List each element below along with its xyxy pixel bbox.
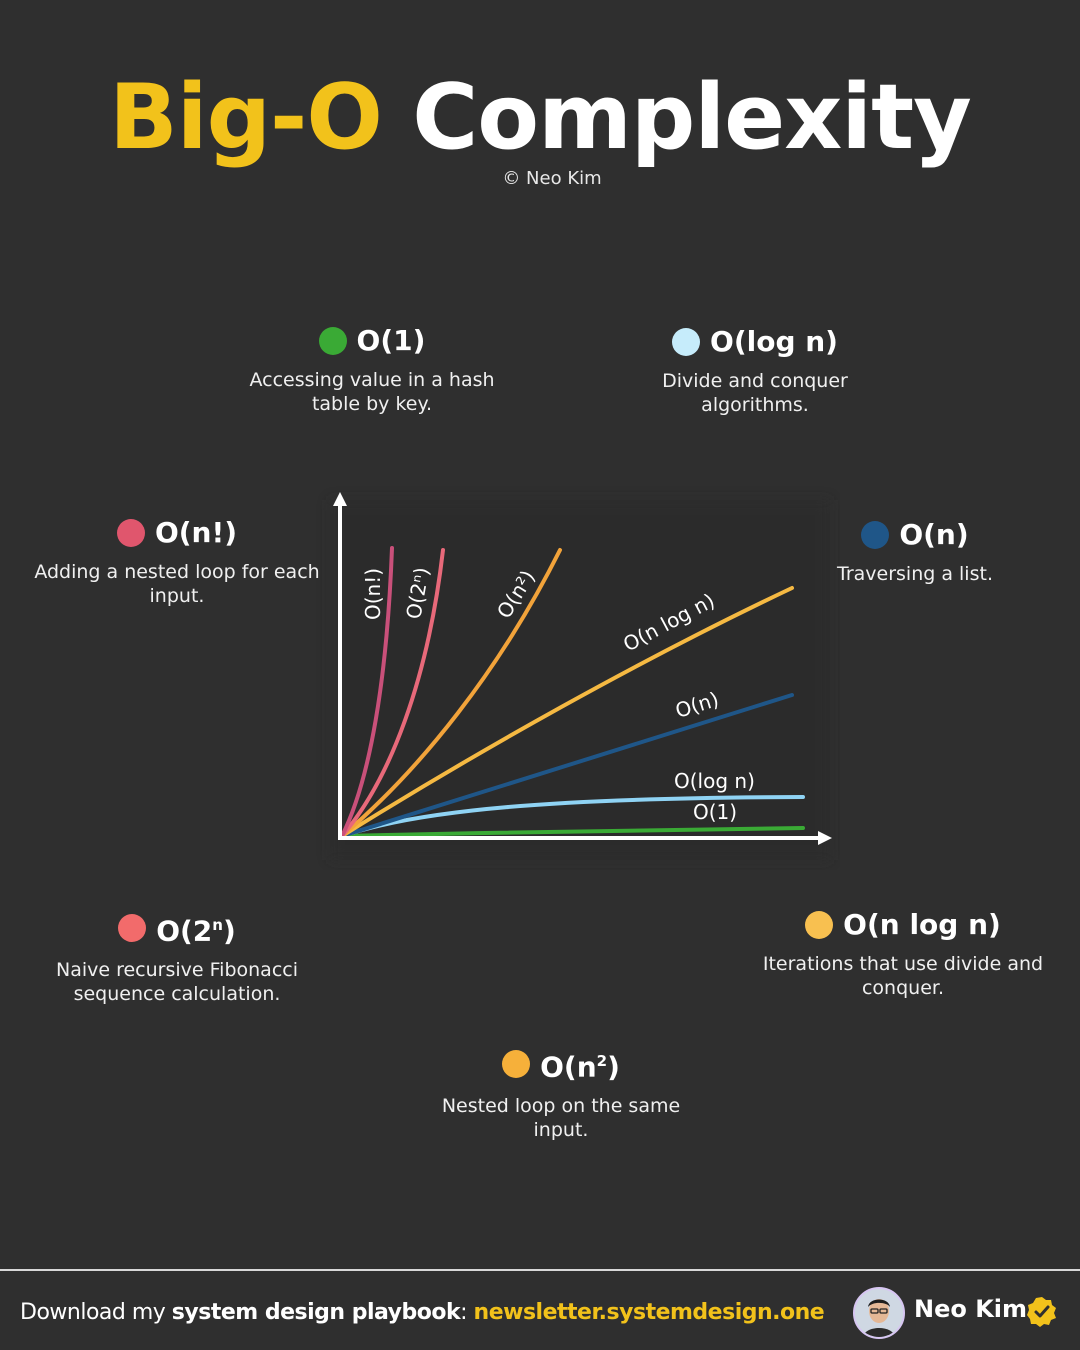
- card-onlogn-desc: Iterations that use divide and conquer.: [762, 953, 1044, 999]
- card-o2n-label: O(2n): [156, 914, 236, 948]
- card-o1: O(1) Accessing value in a hash table by …: [227, 324, 517, 416]
- footer-sep: :: [460, 1299, 474, 1325]
- card-on2-label: O(n2): [540, 1050, 620, 1084]
- series-ofact-line: [340, 546, 394, 838]
- yellow-dot-icon: [805, 911, 834, 939]
- card-on: O(n) Traversing a list.: [770, 518, 1060, 586]
- verified-badge-icon: [1027, 1297, 1056, 1327]
- title-rest: Complexity: [412, 65, 972, 170]
- coral-dot-icon: [118, 914, 147, 943]
- card-ologn-label: O(log n): [710, 325, 838, 358]
- author-name: Neo Kim: [914, 1295, 1028, 1323]
- footer-cta: Download my system design playbook : new…: [20, 1292, 825, 1332]
- byline: © Neo Kim: [502, 168, 602, 189]
- card-onlogn: O(n log n) Iterations that use divide an…: [758, 908, 1048, 1000]
- footer-playbook: system design playbook: [171, 1299, 461, 1325]
- series-on2-line: [340, 548, 562, 838]
- series-o2n-line: [340, 548, 445, 838]
- light-blue-dot-icon: [672, 328, 701, 356]
- card-on2-desc: Nested loop on the same input.: [441, 1095, 681, 1142]
- card-on2: O(n2) Nested loop on the same input.: [416, 1044, 706, 1142]
- series-o1-line: [340, 826, 805, 838]
- series-onlogn-line: [340, 586, 794, 838]
- complexity-chart: O(n!) O(2ⁿ) O(n²) O(n log n) O(n) O(log …: [330, 492, 832, 860]
- series-label-o1: O(1): [693, 800, 737, 824]
- chart-shadow: [330, 500, 830, 860]
- title-highlight: Big-O: [109, 65, 383, 170]
- avatar-portrait-icon: [855, 1289, 903, 1337]
- orange-dot-icon: [502, 1050, 531, 1079]
- dark-blue-dot-icon: [861, 521, 890, 549]
- pink-dot-icon: [116, 519, 145, 547]
- newsletter-link[interactable]: newsletter.systemdesign.one: [473, 1299, 825, 1325]
- page-title: Big-O Complexity: [0, 68, 1080, 167]
- card-on-label: O(n): [899, 518, 969, 551]
- series-label-ologn: O(log n): [674, 769, 755, 793]
- card-on-desc: Traversing a list.: [837, 563, 993, 585]
- footer-divider: [0, 1269, 1080, 1271]
- card-ologn: O(log n) Divide and conquer algorithms.: [610, 325, 900, 417]
- green-dot-icon: [318, 327, 347, 355]
- card-ologn-desc: Divide and conquer algorithms.: [662, 370, 848, 416]
- card-o2n-desc: Naive recursive Fibonacci sequence calcu…: [55, 959, 298, 1006]
- card-onlogn-label: O(n log n): [843, 908, 1001, 941]
- card-o2n: O(2n) Naive recursive Fibonacci sequence…: [32, 908, 322, 1006]
- card-ofact: O(n!) Adding a nested loop for each inpu…: [32, 516, 322, 608]
- x-axis-arrow-icon: [818, 831, 832, 845]
- card-ofact-desc: Adding a nested loop for each input.: [34, 561, 320, 607]
- series-label-ofact: O(n!): [361, 568, 385, 620]
- series-on-line: [340, 693, 794, 838]
- author-avatar: [853, 1287, 905, 1339]
- footer-prefix: Download my: [20, 1299, 172, 1325]
- y-axis-arrow-icon: [333, 492, 347, 506]
- card-ofact-label: O(n!): [154, 516, 238, 549]
- card-o1-desc: Accessing value in a hash table by key.: [249, 369, 495, 415]
- card-o1-label: O(1): [356, 324, 426, 357]
